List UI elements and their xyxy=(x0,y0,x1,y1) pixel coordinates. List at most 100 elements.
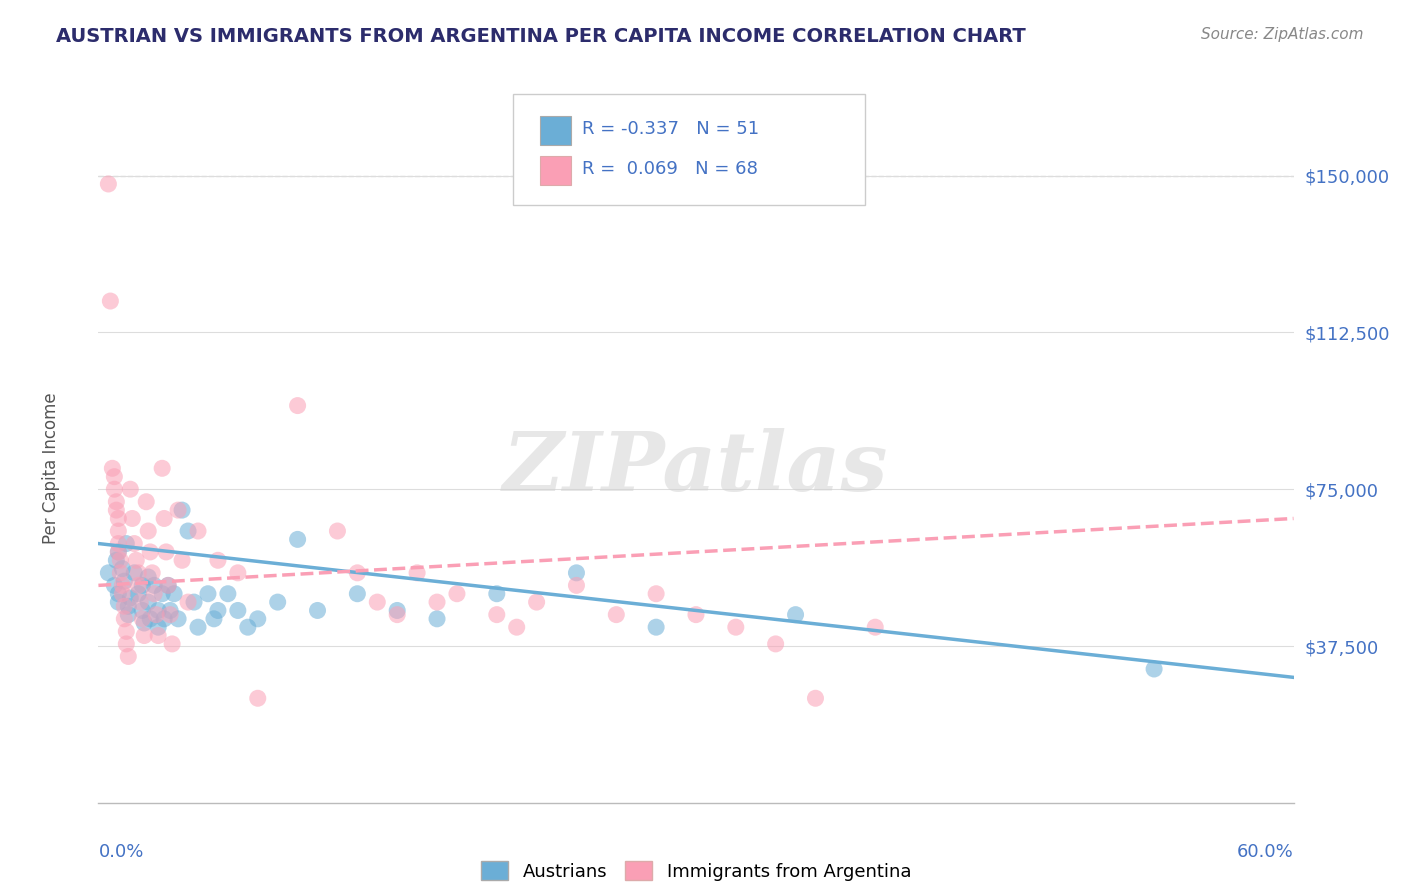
Point xyxy=(121,511,143,525)
Point xyxy=(107,595,129,609)
Point xyxy=(111,562,134,576)
Point xyxy=(110,566,132,580)
Point xyxy=(159,607,181,622)
Point xyxy=(506,620,529,634)
Point xyxy=(645,587,668,601)
Point xyxy=(485,587,508,601)
Point xyxy=(446,587,468,601)
Point xyxy=(202,612,225,626)
Text: R = -0.337   N = 51: R = -0.337 N = 51 xyxy=(582,120,759,138)
Point xyxy=(366,595,388,609)
Point xyxy=(111,587,134,601)
Point xyxy=(125,553,148,567)
Point xyxy=(111,578,134,592)
Point xyxy=(117,607,139,622)
Point xyxy=(112,574,135,589)
Point xyxy=(155,545,177,559)
Point xyxy=(605,607,627,622)
Point xyxy=(246,612,269,626)
Point xyxy=(101,461,124,475)
Legend: Austrians, Immigrants from Argentina: Austrians, Immigrants from Argentina xyxy=(481,862,911,880)
Point xyxy=(326,524,349,538)
Point xyxy=(307,603,329,617)
Point xyxy=(131,578,153,592)
Point xyxy=(167,612,190,626)
Text: Per Capita Income: Per Capita Income xyxy=(42,392,59,544)
Point xyxy=(129,595,152,609)
Point xyxy=(97,566,120,580)
Point xyxy=(172,503,194,517)
Point xyxy=(685,607,707,622)
Point xyxy=(141,566,163,580)
Point xyxy=(127,578,149,592)
Point xyxy=(863,620,886,634)
Point xyxy=(136,570,159,584)
Point xyxy=(153,511,176,525)
Point xyxy=(112,612,135,626)
Point xyxy=(107,587,129,601)
Point xyxy=(160,637,183,651)
Point xyxy=(526,595,548,609)
Point xyxy=(134,615,156,630)
Point xyxy=(565,566,588,580)
Point xyxy=(197,587,219,601)
Point xyxy=(103,469,125,483)
Point xyxy=(117,649,139,664)
Point xyxy=(107,536,129,550)
Point xyxy=(177,595,200,609)
Point xyxy=(645,620,668,634)
Point xyxy=(107,545,129,559)
Point xyxy=(207,553,229,567)
Text: 60.0%: 60.0% xyxy=(1237,843,1294,861)
Point xyxy=(98,294,122,309)
Point xyxy=(183,595,205,609)
Text: AUSTRIAN VS IMMIGRANTS FROM ARGENTINA PER CAPITA INCOME CORRELATION CHART: AUSTRIAN VS IMMIGRANTS FROM ARGENTINA PE… xyxy=(56,27,1026,45)
Point xyxy=(115,637,138,651)
Point xyxy=(246,691,269,706)
Point xyxy=(103,482,125,496)
Point xyxy=(172,553,194,567)
Point xyxy=(120,591,142,605)
Point xyxy=(112,599,135,614)
Point xyxy=(110,553,132,567)
Point xyxy=(565,578,588,592)
Text: 0.0%: 0.0% xyxy=(98,843,143,861)
Point xyxy=(426,595,449,609)
Point xyxy=(385,607,409,622)
Point xyxy=(124,566,146,580)
Point xyxy=(765,637,787,651)
Point xyxy=(385,603,409,617)
Point xyxy=(148,603,170,617)
Point xyxy=(131,603,153,617)
Point xyxy=(287,533,309,547)
Point xyxy=(236,620,259,634)
Text: R =  0.069   N = 68: R = 0.069 N = 68 xyxy=(582,161,758,178)
Point xyxy=(163,587,186,601)
Point xyxy=(134,628,156,642)
Point xyxy=(148,620,170,634)
Point xyxy=(157,578,180,592)
Point xyxy=(107,511,129,525)
Point xyxy=(117,599,139,614)
Point xyxy=(153,612,176,626)
Point xyxy=(136,595,159,609)
Text: ZIPatlas: ZIPatlas xyxy=(503,428,889,508)
Point xyxy=(145,607,167,622)
Point xyxy=(267,595,290,609)
Point xyxy=(124,536,146,550)
Point xyxy=(167,503,190,517)
Point xyxy=(148,628,170,642)
Point xyxy=(127,566,149,580)
Point xyxy=(187,524,209,538)
Point xyxy=(115,624,138,639)
Point xyxy=(406,566,429,580)
Point xyxy=(139,545,162,559)
Point xyxy=(105,503,128,517)
Point xyxy=(97,177,120,191)
Point xyxy=(136,524,159,538)
Point xyxy=(105,553,128,567)
Point xyxy=(217,587,239,601)
Point xyxy=(103,578,125,592)
Point xyxy=(346,587,368,601)
Point xyxy=(143,587,166,601)
